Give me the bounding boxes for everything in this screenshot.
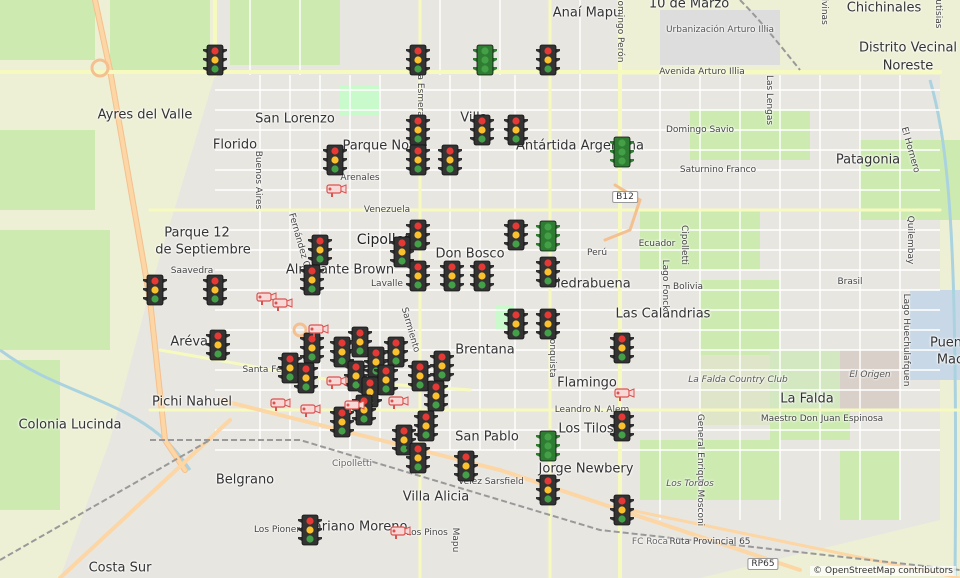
- traffic-light-icon[interactable]: [534, 429, 562, 463]
- traffic-light-icon[interactable]: [328, 335, 356, 369]
- traffic-light-icon[interactable]: [404, 441, 432, 475]
- traffic-light-icon[interactable]: [534, 473, 562, 507]
- traffic-light-icon[interactable]: [201, 273, 229, 307]
- speed-camera-icon[interactable]: [343, 398, 365, 414]
- traffic-light-icon[interactable]: [608, 493, 636, 527]
- traffic-light-icon[interactable]: [438, 259, 466, 293]
- traffic-light-icon[interactable]: [502, 218, 530, 252]
- traffic-light-icon[interactable]: [608, 331, 636, 365]
- traffic-light-icon[interactable]: [428, 349, 456, 383]
- traffic-light-icon[interactable]: [292, 361, 320, 395]
- speed-camera-icon[interactable]: [325, 374, 347, 390]
- traffic-light-icon[interactable]: [306, 233, 334, 267]
- speed-camera-icon[interactable]: [325, 182, 347, 198]
- traffic-light-icon[interactable]: [452, 449, 480, 483]
- speed-camera-icon[interactable]: [271, 296, 293, 312]
- traffic-light-icon[interactable]: [382, 335, 410, 369]
- speed-camera-icon[interactable]: [307, 322, 329, 338]
- route-shield: B12: [612, 191, 638, 203]
- traffic-light-icon[interactable]: [502, 307, 530, 341]
- traffic-light-icon[interactable]: [608, 135, 636, 169]
- speed-camera-icon[interactable]: [255, 290, 277, 306]
- traffic-light-icon[interactable]: [406, 359, 434, 393]
- traffic-light-icon[interactable]: [404, 43, 432, 77]
- route-shield: RP65: [747, 558, 779, 570]
- traffic-light-icon[interactable]: [296, 513, 324, 547]
- traffic-light-icon[interactable]: [471, 43, 499, 77]
- speed-camera-icon[interactable]: [389, 524, 411, 540]
- traffic-light-icon[interactable]: [468, 113, 496, 147]
- attribution[interactable]: © OpenStreetMap contributors: [810, 566, 956, 576]
- traffic-light-icon[interactable]: [321, 143, 349, 177]
- traffic-light-icon[interactable]: [298, 331, 326, 365]
- traffic-light-icon[interactable]: [141, 273, 169, 307]
- traffic-light-icon[interactable]: [298, 263, 326, 297]
- traffic-light-icon[interactable]: [201, 43, 229, 77]
- speed-camera-icon[interactable]: [269, 396, 291, 412]
- traffic-light-icon[interactable]: [412, 409, 440, 443]
- traffic-light-icon[interactable]: [468, 259, 496, 293]
- speed-camera-icon[interactable]: [299, 402, 321, 418]
- traffic-light-icon[interactable]: [404, 113, 432, 147]
- traffic-light-icon[interactable]: [422, 379, 450, 413]
- traffic-light-icon[interactable]: [328, 405, 356, 439]
- traffic-light-icon[interactable]: [502, 113, 530, 147]
- traffic-light-icon[interactable]: [534, 43, 562, 77]
- traffic-light-icon[interactable]: [404, 143, 432, 177]
- speed-camera-icon[interactable]: [613, 386, 635, 402]
- traffic-light-icon[interactable]: [404, 259, 432, 293]
- traffic-light-icon[interactable]: [534, 219, 562, 253]
- traffic-light-icon[interactable]: [534, 307, 562, 341]
- speed-camera-icon[interactable]: [387, 394, 409, 410]
- traffic-light-icon[interactable]: [436, 143, 464, 177]
- traffic-light-icon[interactable]: [204, 328, 232, 362]
- traffic-light-icon[interactable]: [534, 255, 562, 289]
- traffic-light-icon[interactable]: [608, 409, 636, 443]
